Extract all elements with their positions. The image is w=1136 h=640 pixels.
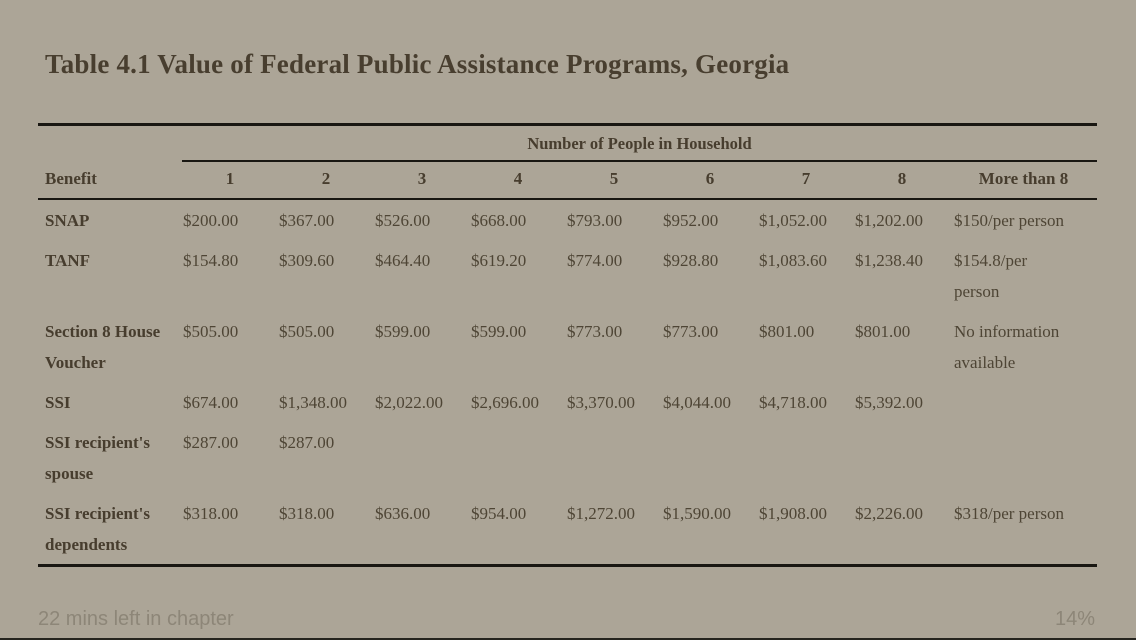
value-cell: $954.00	[470, 493, 566, 567]
column-header-6: 6	[662, 161, 758, 200]
progress-percent: 14%	[1054, 608, 1095, 630]
value-cell: $1,052.00	[759, 211, 827, 230]
value-cell: $1,083.60	[759, 251, 827, 270]
value-cell: $773.00	[567, 322, 623, 341]
value-cell: $1,238.40	[855, 251, 923, 270]
value-cell: $636.00	[374, 493, 470, 567]
value-cell: $801.00	[855, 322, 911, 341]
benefit-cell: TANF	[45, 251, 91, 270]
column-header-5: 5	[566, 161, 662, 200]
value-cell: $287.00	[183, 433, 239, 452]
column-header-1: 1	[182, 161, 278, 200]
value-cell: $952.00	[663, 211, 719, 230]
group-header-row: Number of People in Household	[38, 123, 1097, 162]
value-cell	[854, 422, 950, 493]
value-cell: $526.00	[375, 211, 431, 230]
benefit-cell: SSI recipient's dependents	[38, 493, 182, 567]
value-cell: $2,696.00	[471, 393, 539, 412]
table-row-ssi-spouse: SSI recipient's spouse $287.00 $287.00	[38, 422, 1097, 493]
value-cell: $599.00	[471, 322, 527, 341]
value-cell	[374, 422, 470, 493]
column-header-8: 8	[854, 161, 950, 200]
benefit-cell: SSI	[45, 393, 71, 412]
value-cell: $1,908.00	[758, 493, 854, 567]
value-cell	[662, 422, 758, 493]
value-cell: $674.00	[183, 393, 239, 412]
value-cell: $4,718.00	[759, 393, 827, 412]
value-cell: $154.80	[183, 251, 239, 270]
benefit-cell: SSI recipient's spouse	[45, 433, 151, 483]
column-header-benefit: Benefit	[38, 161, 182, 200]
value-cell	[950, 382, 1097, 422]
benefit-cell: SNAP	[45, 211, 90, 230]
benefit-cell: Section 8 House Voucher	[45, 322, 161, 372]
column-header-4: 4	[470, 161, 566, 200]
value-cell: $5,392.00	[855, 393, 923, 412]
value-cell	[566, 422, 662, 493]
window-bottom-edge	[0, 638, 1136, 640]
value-cell: $1,202.00	[855, 211, 923, 230]
value-cell: $619.20	[471, 251, 527, 270]
value-cell: $309.60	[279, 251, 335, 270]
value-cell: $318.00	[278, 493, 374, 567]
value-cell: $773.00	[663, 322, 719, 341]
value-cell: $287.00	[279, 433, 335, 452]
value-cell: $150/per person	[954, 211, 1065, 230]
value-cell: $1,590.00	[662, 493, 758, 567]
value-cell	[950, 422, 1097, 493]
value-cell	[758, 422, 854, 493]
value-cell: $801.00	[759, 322, 815, 341]
column-header-7: 7	[758, 161, 854, 200]
corner-cell	[38, 123, 182, 161]
table-row-ssi: SSI $674.00 $1,348.00 $2,022.00 $2,696.0…	[38, 382, 1097, 422]
value-cell: $793.00	[567, 211, 623, 230]
table-row-section8: Section 8 House Voucher $505.00 $505.00 …	[38, 311, 1097, 382]
value-cell: $2,226.00	[854, 493, 950, 567]
value-cell: $367.00	[279, 211, 335, 230]
value-cell: $1,272.00	[566, 493, 662, 567]
value-cell: $154.8/per person	[954, 251, 1028, 301]
value-cell: $3,370.00	[567, 393, 635, 412]
column-header-more-than-8: More than 8	[950, 161, 1097, 200]
column-header-3: 3	[374, 161, 470, 200]
value-cell: $505.00	[183, 322, 239, 341]
group-header: Number of People in Household	[182, 123, 1097, 162]
value-cell: $668.00	[471, 211, 527, 230]
table-row-snap: SNAP $200.00 $367.00 $526.00 $668.00 $79…	[38, 199, 1097, 240]
value-cell: $200.00	[183, 211, 239, 230]
column-header-2: 2	[278, 161, 374, 200]
table-title: Table 4.1 Value of Federal Public Assist…	[45, 49, 790, 79]
value-cell: No information available	[954, 322, 1060, 372]
value-cell: $774.00	[567, 251, 623, 270]
table-row-ssi-dependents: SSI recipient's dependents $318.00 $318.…	[38, 493, 1097, 567]
value-cell: $928.80	[663, 251, 719, 270]
time-left-label: 22 mins left in chapter	[38, 608, 234, 630]
value-cell: $505.00	[279, 322, 335, 341]
value-cell: $464.40	[375, 251, 431, 270]
column-header-row: Benefit 1 2 3 4 5 6 7 8 More than 8	[38, 161, 1097, 200]
value-cell: $599.00	[375, 322, 431, 341]
value-cell: $2,022.00	[375, 393, 443, 412]
value-cell: $318.00	[182, 493, 278, 567]
value-cell: $1,348.00	[279, 393, 347, 412]
reader-footer: 22 mins left in chapter 14%	[38, 608, 1095, 631]
value-cell: $4,044.00	[663, 393, 731, 412]
value-cell	[470, 422, 566, 493]
assistance-table: Number of People in Household Benefit 1 …	[38, 123, 1097, 567]
table-row-tanf: TANF $154.80 $309.60 $464.40 $619.20 $77…	[38, 240, 1097, 311]
value-cell: $318/per person	[950, 493, 1097, 567]
